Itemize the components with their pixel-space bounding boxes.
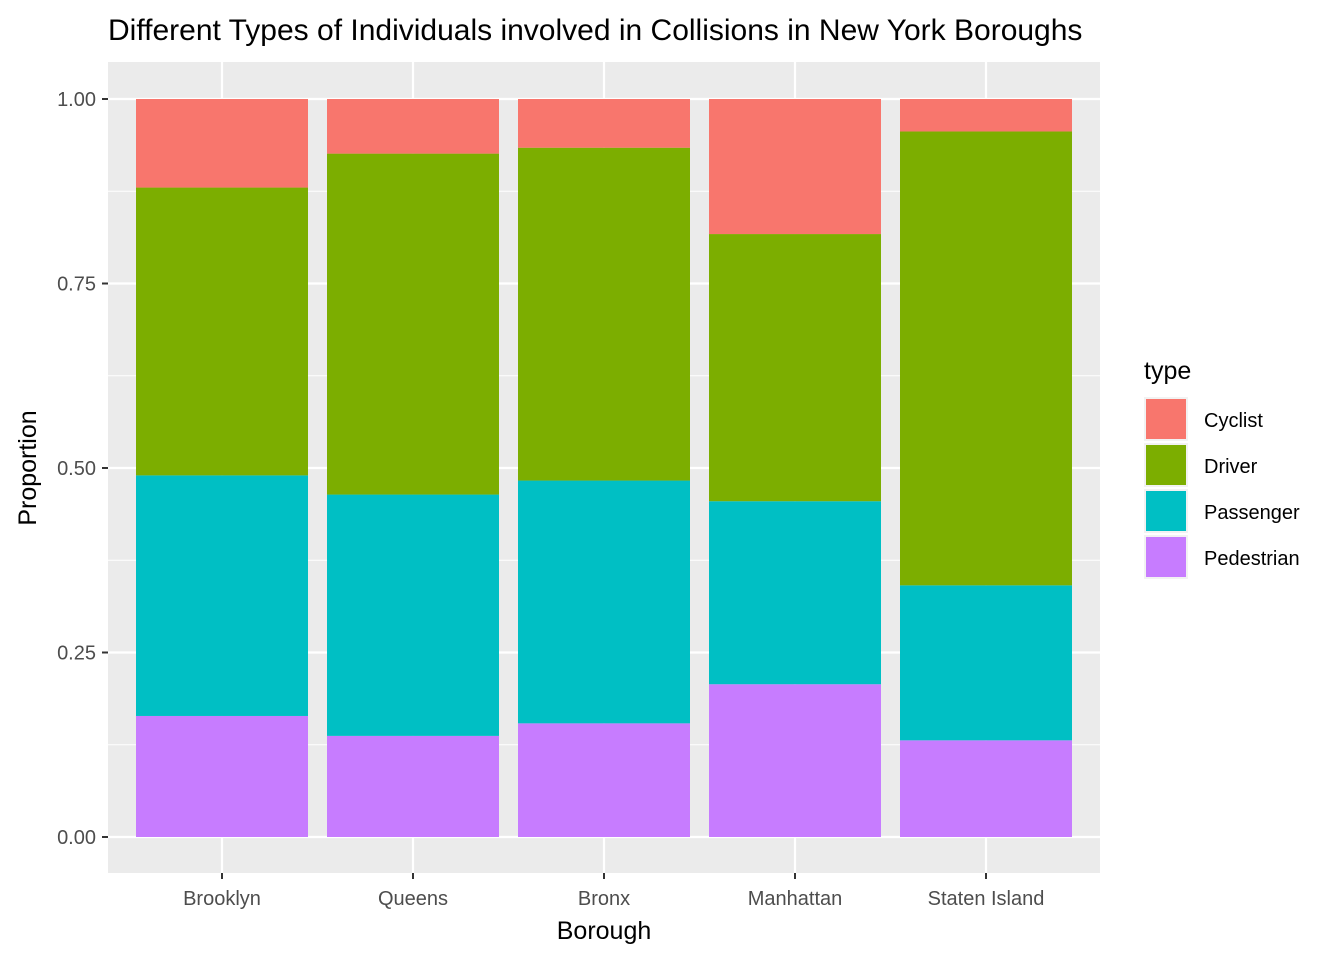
x-tick-label: Queens xyxy=(378,888,448,910)
y-tick-label: 1.00 xyxy=(57,89,96,111)
bar-segment-passenger-staten-island xyxy=(900,585,1072,741)
bar-segment-pedestrian-staten-island xyxy=(900,740,1072,837)
legend-label-driver: Driver xyxy=(1204,456,1258,478)
bar-segment-passenger-bronx xyxy=(518,480,690,724)
legend-swatch-driver xyxy=(1146,445,1186,485)
bar-segment-pedestrian-bronx xyxy=(518,723,690,837)
x-tick-label: Bronx xyxy=(578,888,630,910)
bar-segment-cyclist-bronx xyxy=(518,99,690,148)
y-tick-label: 0.00 xyxy=(57,827,96,849)
bar-segment-cyclist-brooklyn xyxy=(136,99,308,188)
y-axis-title: Proportion xyxy=(14,410,42,525)
x-axis-title: Borough xyxy=(557,917,652,945)
x-tick-label: Staten Island xyxy=(928,888,1045,910)
bar-segment-pedestrian-manhattan xyxy=(709,684,881,837)
bar-segment-cyclist-manhattan xyxy=(709,99,881,235)
bar-segment-driver-manhattan xyxy=(709,234,881,502)
legend-label-pedestrian: Pedestrian xyxy=(1204,548,1300,570)
bar-segment-pedestrian-queens xyxy=(327,735,499,837)
legend-swatch-cyclist xyxy=(1146,399,1186,439)
bar-segment-cyclist-staten-island xyxy=(900,99,1072,132)
legend-label-passenger: Passenger xyxy=(1204,502,1300,524)
x-tick-label: Manhattan xyxy=(748,888,843,910)
chart-title: Different Types of Individuals involved … xyxy=(108,14,1082,47)
y-tick-label: 0.50 xyxy=(57,458,96,480)
legend: type Cyclist Driver Passenger Pedestrian xyxy=(1144,357,1300,579)
bar-segment-driver-queens xyxy=(327,153,499,495)
bar-segment-passenger-queens xyxy=(327,494,499,736)
bar-segment-cyclist-queens xyxy=(327,99,499,154)
legend-title: type xyxy=(1144,357,1191,385)
legend-swatch-passenger xyxy=(1146,491,1186,531)
y-axis: 0.00 0.25 0.50 0.75 1.00 xyxy=(57,89,108,849)
x-tick-label: Brooklyn xyxy=(183,888,261,910)
bar-segment-driver-brooklyn xyxy=(136,187,308,476)
bar-segment-driver-bronx xyxy=(518,147,690,481)
y-tick-label: 0.75 xyxy=(57,274,96,296)
bar-segment-passenger-brooklyn xyxy=(136,475,308,716)
x-axis: Brooklyn Queens Bronx Manhattan Staten Islan… xyxy=(183,873,1044,910)
bar-segment-passenger-manhattan xyxy=(709,501,881,685)
legend-swatch-pedestrian xyxy=(1146,537,1186,577)
legend-label-cyclist: Cyclist xyxy=(1204,410,1263,432)
bar-segment-driver-staten-island xyxy=(900,131,1072,586)
bars xyxy=(136,99,1072,837)
y-tick-label: 0.25 xyxy=(57,643,96,665)
bar-segment-pedestrian-brooklyn xyxy=(136,715,308,837)
